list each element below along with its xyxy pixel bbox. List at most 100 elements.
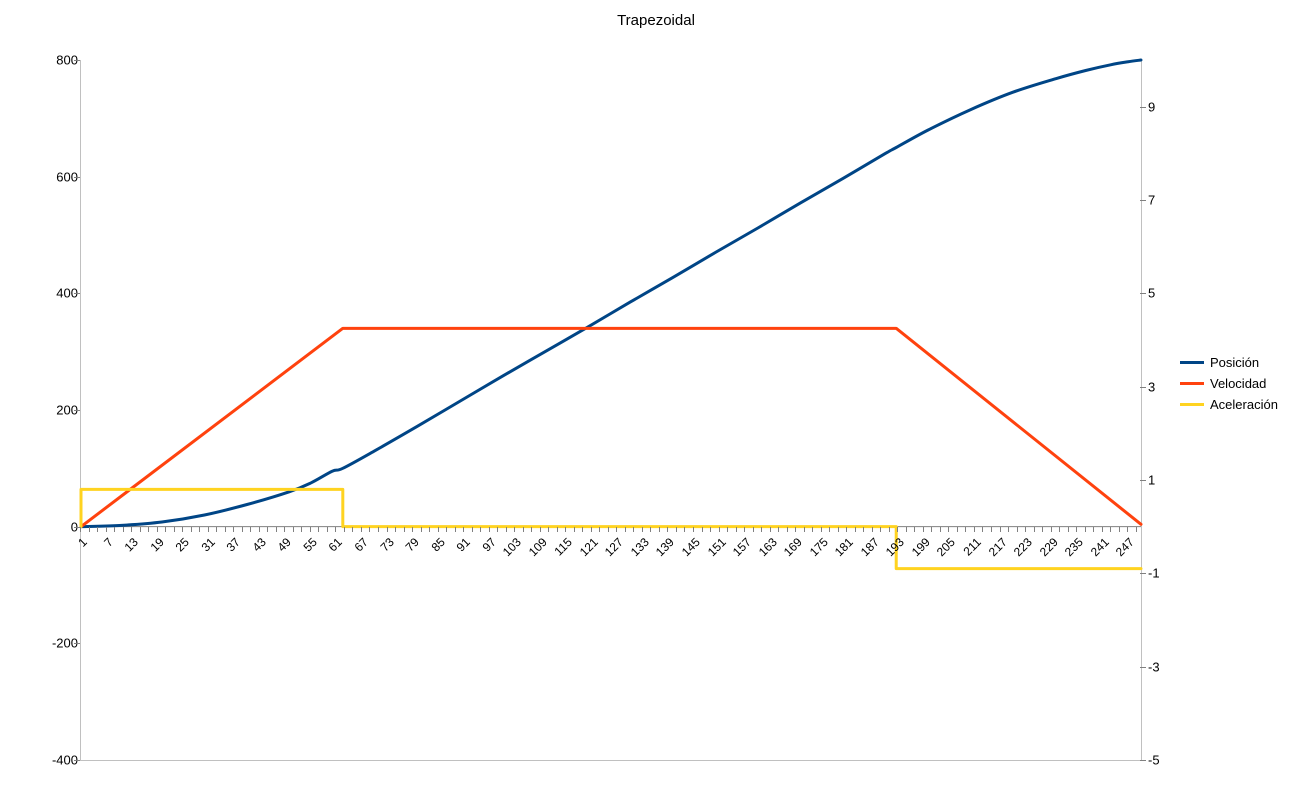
x-tick-minor [165,527,166,532]
x-tick-minor [693,527,694,532]
x-tick-minor [812,527,813,532]
y-right-tick-label: 3 [1148,379,1155,394]
x-tick-minor [80,527,81,532]
legend-label: Aceleración [1210,397,1278,412]
x-tick-minor [387,527,388,532]
x-tick-minor [965,527,966,532]
x-tick-minor [531,527,532,532]
legend-swatch [1180,382,1204,385]
x-tick-minor [608,527,609,532]
x-tick-minor [497,527,498,532]
x-tick-minor [931,527,932,532]
series-posición [81,60,1141,527]
x-tick-minor [829,527,830,532]
x-tick-minor [395,527,396,532]
x-tick-minor [548,527,549,532]
y-left-tick-label: 200 [38,403,78,418]
x-tick-minor [804,527,805,532]
x-tick-minor [523,527,524,532]
x-tick-minor [480,527,481,532]
y-left-tick-label: -200 [38,636,78,651]
x-tick-minor [361,527,362,532]
x-tick-minor [225,527,226,532]
legend-item: Posición [1180,355,1278,370]
legend-label: Velocidad [1210,376,1266,391]
y-right-tick [1140,760,1146,761]
x-tick-minor [982,527,983,532]
x-tick-minor [199,527,200,532]
x-tick-minor [293,527,294,532]
x-tick-minor [369,527,370,532]
x-tick-minor [157,527,158,532]
x-tick-minor [489,527,490,532]
x-tick-minor [412,527,413,532]
x-tick-minor [1068,527,1069,532]
y-right-tick [1140,573,1146,574]
plot-area [80,60,1142,761]
x-tick-minor [284,527,285,532]
x-tick-minor [702,527,703,532]
y-right-tick [1140,107,1146,108]
x-tick-minor [770,527,771,532]
y-right-tick-label: -3 [1148,659,1160,674]
x-tick-minor [335,527,336,532]
x-tick-minor [140,527,141,532]
y-right-tick [1140,200,1146,201]
x-tick-minor [89,527,90,532]
x-tick-minor [821,527,822,532]
x-tick-minor [1042,527,1043,532]
x-tick-minor [957,527,958,532]
legend-item: Aceleración [1180,397,1278,412]
x-tick-minor [719,527,720,532]
x-tick-minor [761,527,762,532]
y-left-tick [74,177,80,178]
legend-swatch [1180,403,1204,406]
x-tick-minor [327,527,328,532]
x-tick-minor [438,527,439,532]
x-tick-minor [446,527,447,532]
x-tick-minor [1136,527,1137,532]
y-left-tick [74,60,80,61]
x-tick-minor [182,527,183,532]
x-tick-minor [906,527,907,532]
y-right-tick-label: 1 [1148,473,1155,488]
x-tick-minor [923,527,924,532]
x-tick-minor [667,527,668,532]
x-tick-minor [940,527,941,532]
x-tick-minor [174,527,175,532]
x-tick-minor [267,527,268,532]
x-tick-minor [1034,527,1035,532]
x-tick-minor [948,527,949,532]
x-tick-minor [191,527,192,532]
x-tick-minor [591,527,592,532]
y-left-tick [74,410,80,411]
y-right-tick-label: 5 [1148,286,1155,301]
x-tick-minor [710,527,711,532]
x-tick-minor [880,527,881,532]
y-right-tick [1140,293,1146,294]
x-tick-minor [616,527,617,532]
x-tick-minor [736,527,737,532]
x-tick-minor [565,527,566,532]
x-tick-minor [1085,527,1086,532]
x-tick-minor [216,527,217,532]
x-tick-minor [276,527,277,532]
x-tick-minor [208,527,209,532]
x-tick-minor [642,527,643,532]
x-tick-minor [472,527,473,532]
x-tick-minor [123,527,124,532]
x-tick-minor [744,527,745,532]
x-tick-minor [625,527,626,532]
x-tick-minor [914,527,915,532]
y-left-tick-label: 0 [38,519,78,534]
y-right-tick-label: 7 [1148,193,1155,208]
x-tick-minor [463,527,464,532]
x-tick-minor [574,527,575,532]
y-left-tick-label: 400 [38,286,78,301]
x-tick-minor [250,527,251,532]
x-tick-minor [1093,527,1094,532]
x-tick-minor [633,527,634,532]
x-tick-minor [1000,527,1001,532]
x-tick-minor [233,527,234,532]
x-tick-minor [863,527,864,532]
